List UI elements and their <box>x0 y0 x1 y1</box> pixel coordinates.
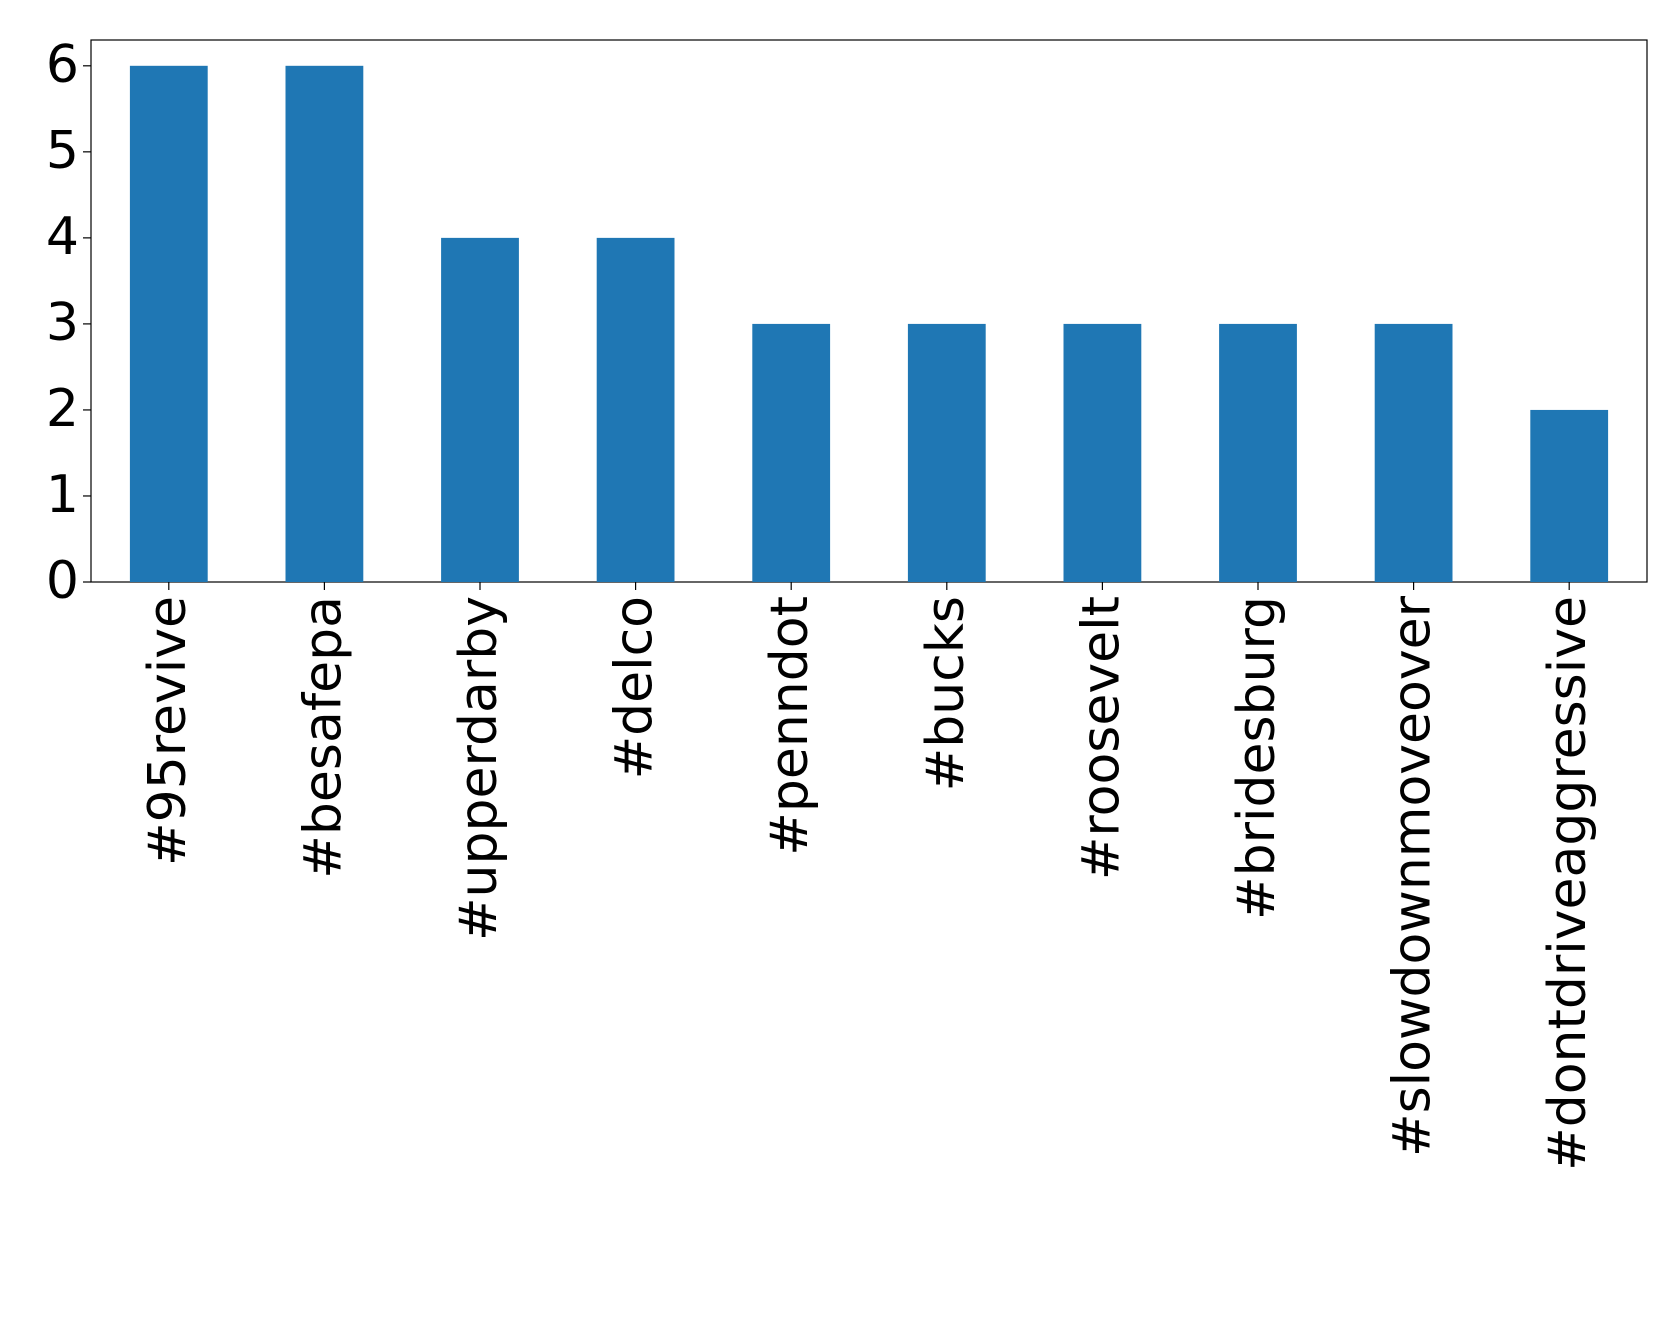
x-tick-label: #roosevelt <box>1071 596 1131 880</box>
x-tick-label: #penndot <box>760 596 820 856</box>
bar <box>129 65 208 583</box>
x-tick-label: #dontdriveaggressive <box>1538 596 1598 1171</box>
y-tick-label: 1 <box>46 465 79 525</box>
bar <box>285 65 364 583</box>
x-tick-label: #bucks <box>916 596 976 791</box>
y-tick-label: 0 <box>46 551 79 611</box>
y-tick-label: 5 <box>46 121 79 181</box>
x-tick-label: #bridesburg <box>1227 596 1287 920</box>
y-tick-label: 2 <box>46 379 79 439</box>
bar <box>907 323 986 582</box>
x-tick-label: #95revive <box>138 596 198 866</box>
x-tick-label: #slowdownmoveover <box>1383 595 1443 1157</box>
y-tick-label: 6 <box>46 35 79 95</box>
bar <box>1219 323 1297 582</box>
y-tick-label: 4 <box>46 207 79 267</box>
bar <box>1374 323 1453 582</box>
bar <box>1063 323 1142 582</box>
bar <box>441 237 519 582</box>
x-tick-label: #upperdarby <box>449 596 509 941</box>
bar <box>752 323 831 582</box>
y-tick-label: 3 <box>46 293 79 353</box>
x-tick-label: #besafepa <box>293 596 353 879</box>
plot-frame <box>90 39 1648 583</box>
bar <box>1530 409 1609 582</box>
bar <box>596 237 675 582</box>
x-tick-label: #delco <box>605 596 665 779</box>
